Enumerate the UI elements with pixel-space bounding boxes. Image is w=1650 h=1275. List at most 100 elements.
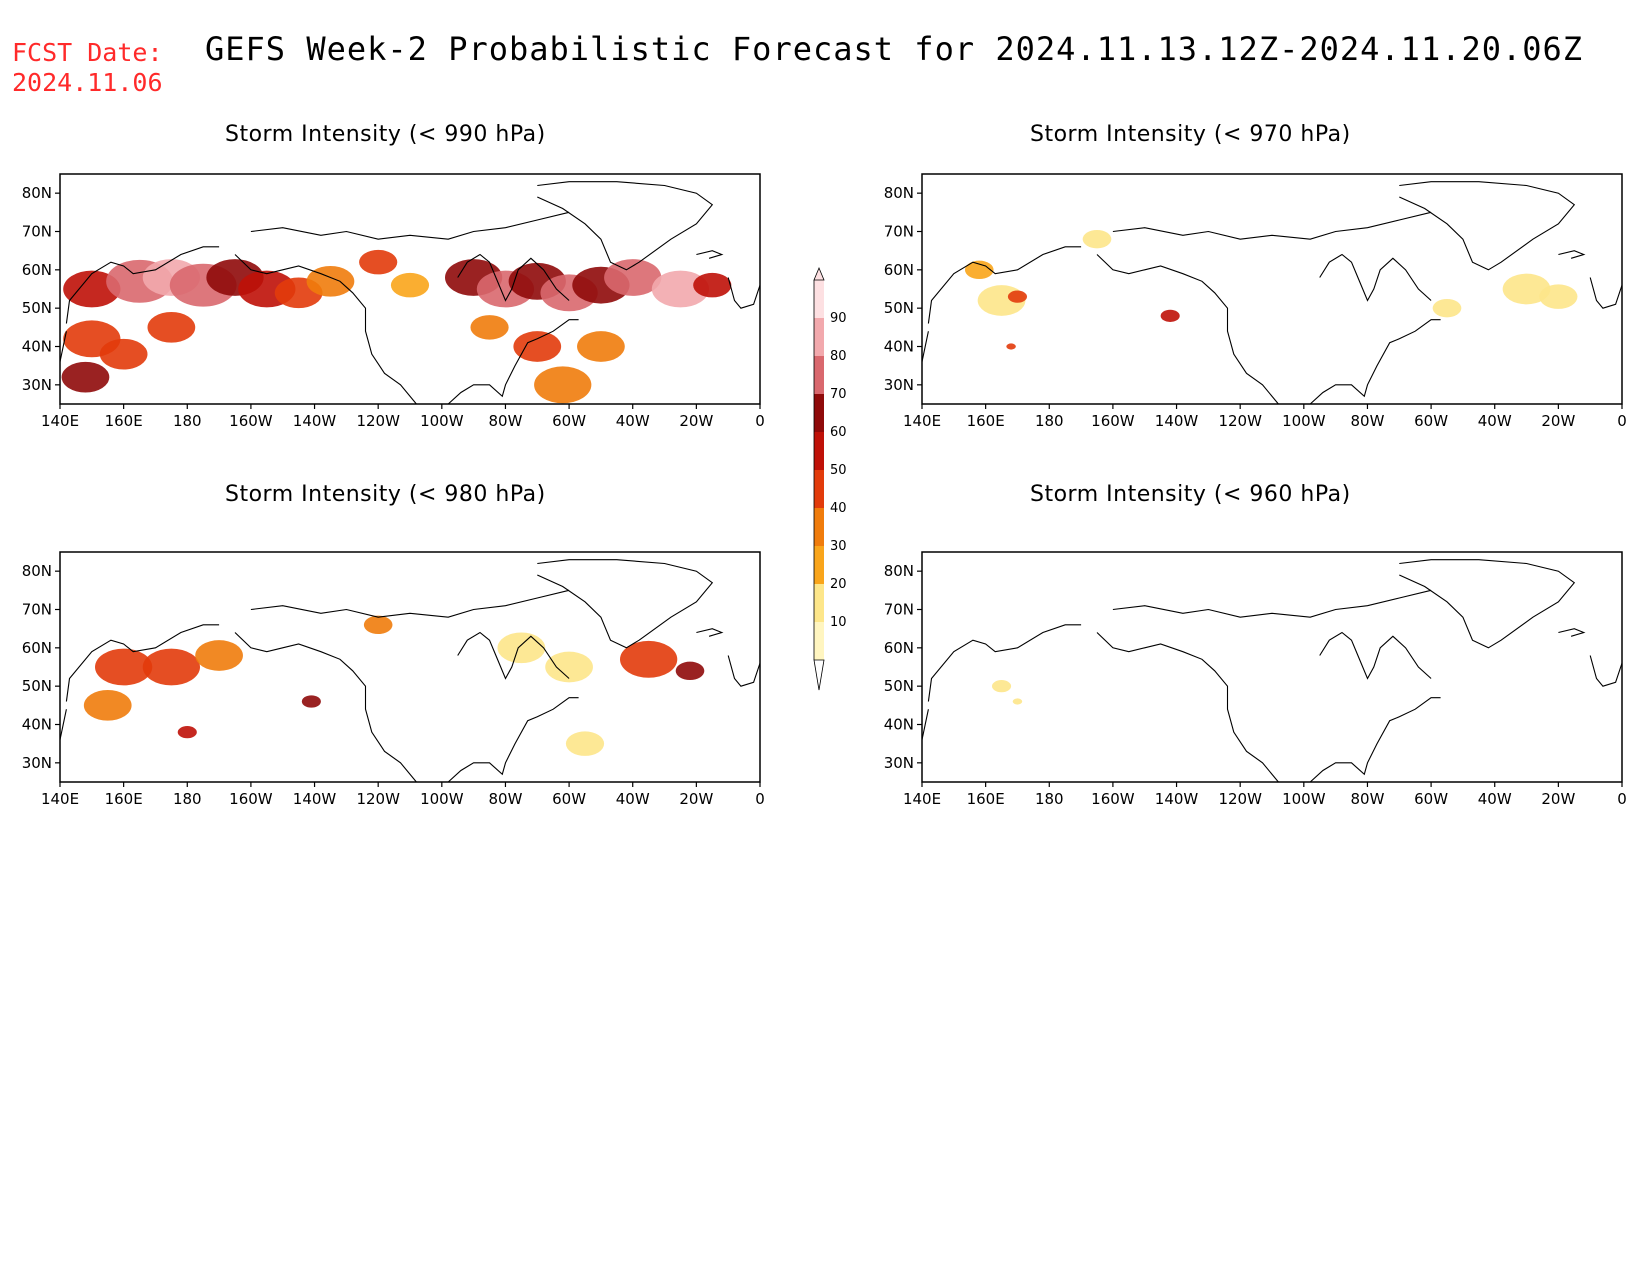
probability-cell xyxy=(306,266,355,297)
coastline-segment xyxy=(696,628,724,637)
probability-cell xyxy=(1006,343,1016,350)
lon-label: 60W xyxy=(552,790,586,808)
map-panel-970: 80N 70N 60N 50N 40N 30N 140E 160E 180 160W 140W 120… xyxy=(884,173,1627,430)
lon-label: 20W xyxy=(1541,412,1575,430)
coastline-segment xyxy=(1399,181,1576,271)
probability-cell xyxy=(147,312,196,343)
lon-label: 0 xyxy=(1617,412,1627,430)
lon-label: 140W xyxy=(293,790,337,808)
coastline-segment xyxy=(922,709,929,740)
coastline-segment xyxy=(457,253,570,302)
coastline-segment xyxy=(60,709,67,740)
lon-label: 160W xyxy=(229,790,273,808)
probability-cell xyxy=(1007,290,1027,303)
colorbar-bottom-arrow xyxy=(813,659,825,691)
coastline-segment xyxy=(1096,632,1279,782)
lon-label: 0 xyxy=(755,412,765,430)
lon-label: 160E xyxy=(967,412,1005,430)
lat-label: 50N xyxy=(884,299,914,317)
probability-cell xyxy=(359,249,398,275)
colorbar-label: 30 xyxy=(830,539,847,554)
probability-cell xyxy=(470,315,509,340)
colorbar-top-arrow xyxy=(813,266,825,281)
coastline-segment xyxy=(696,250,724,259)
probability-cell xyxy=(577,331,625,362)
probability-cell xyxy=(620,640,678,678)
panel-title-970: Storm Intensity (< 970 hPa) xyxy=(1030,122,1351,147)
lon-label: 40W xyxy=(1478,790,1512,808)
lat-label: 40N xyxy=(884,716,914,734)
lat-label: 60N xyxy=(884,261,914,279)
lon-label: 140E xyxy=(903,790,941,808)
panel-title-960: Storm Intensity (< 960 hPa) xyxy=(1030,482,1351,507)
coastline-segment xyxy=(234,632,417,782)
probability-field xyxy=(964,229,1578,350)
lon-label: 140E xyxy=(903,412,941,430)
lon-label: 40W xyxy=(616,790,650,808)
lon-label: 160E xyxy=(967,790,1005,808)
probability-cell xyxy=(1012,698,1023,705)
lon-label: 160E xyxy=(105,412,143,430)
probability-cell xyxy=(513,331,562,362)
lat-label: 70N xyxy=(884,601,914,619)
lat-label: 30N xyxy=(22,376,52,394)
coastline-segment xyxy=(1309,319,1441,404)
coastline-segment xyxy=(1319,631,1432,680)
lat-label: 70N xyxy=(22,601,52,619)
map-frame xyxy=(921,173,1623,405)
coastline-segment xyxy=(1112,589,1432,618)
coastline xyxy=(922,559,1622,782)
coastline-segment xyxy=(922,331,929,362)
probability-cell xyxy=(675,661,705,681)
lat-label: 40N xyxy=(22,716,52,734)
lat-label: 50N xyxy=(884,677,914,695)
lon-label: 60W xyxy=(1414,790,1448,808)
lat-label: 30N xyxy=(22,754,52,772)
lon-label: 60W xyxy=(552,412,586,430)
lon-label: 120W xyxy=(356,790,400,808)
probability-cell xyxy=(565,731,605,756)
lon-label: 160W xyxy=(1091,790,1135,808)
lat-label: 80N xyxy=(884,562,914,580)
colorbar-label: 20 xyxy=(830,577,847,592)
lon-label: 100W xyxy=(1282,412,1326,430)
probability-cell xyxy=(195,640,243,671)
lon-label: 60W xyxy=(1414,412,1448,430)
coastline-segment xyxy=(1399,559,1576,649)
lon-label: 20W xyxy=(1541,790,1575,808)
forecast-date-block: FCST Date: 2024.11.06 xyxy=(12,38,163,98)
colorbar-label: 40 xyxy=(830,501,847,516)
lon-label: 100W xyxy=(420,412,464,430)
lat-label: 60N xyxy=(22,639,52,657)
coastline-segment xyxy=(537,181,714,271)
probability-field xyxy=(61,249,732,404)
coastline-segment xyxy=(1319,253,1432,302)
map-frame xyxy=(921,551,1623,783)
lat-label: 80N xyxy=(884,184,914,202)
lon-label: 140W xyxy=(1155,790,1199,808)
lat-label: 80N xyxy=(22,562,52,580)
lon-label: 180 xyxy=(173,790,202,808)
lon-label: 160E xyxy=(105,790,143,808)
colorbar-legend: 10 20 30 40 50 60 70 80 90 xyxy=(813,266,847,691)
lon-label: 140W xyxy=(293,412,337,430)
lon-label: 160W xyxy=(1091,412,1135,430)
probability-cell xyxy=(964,260,994,280)
colorbar-label: 80 xyxy=(830,349,847,364)
map-panel-960: 80N 70N 60N 50N 40N 30N 140E 160E 180 160W 140W 120… xyxy=(884,551,1627,808)
lon-label: 120W xyxy=(1218,412,1262,430)
coastline-segment xyxy=(60,331,67,362)
lon-label: 0 xyxy=(1617,790,1627,808)
probability-cell xyxy=(61,361,110,393)
probability-cell xyxy=(693,272,732,298)
colorbar-swatch xyxy=(814,394,824,432)
lon-label: 180 xyxy=(1035,412,1064,430)
lat-label: 60N xyxy=(22,261,52,279)
lon-label: 40W xyxy=(616,412,650,430)
lon-label: 120W xyxy=(1218,790,1262,808)
map-panel-980: 80N 70N 60N 50N 40N 30N 140E 160E 180 160W 140W 120… xyxy=(22,551,765,808)
lon-label: 20W xyxy=(679,412,713,430)
lat-label: 40N xyxy=(22,338,52,356)
map-frame xyxy=(59,551,761,783)
coastline-segment xyxy=(727,277,760,309)
